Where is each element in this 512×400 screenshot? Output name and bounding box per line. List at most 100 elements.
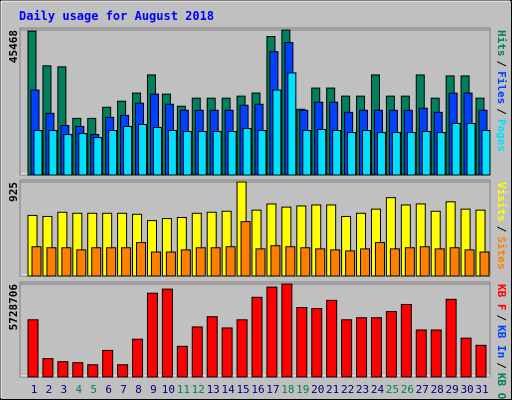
bar xyxy=(240,221,251,277)
bar xyxy=(136,242,147,277)
bar xyxy=(93,137,103,176)
y-tick-label: 5728706 xyxy=(7,284,20,331)
x-tick-label: 18 xyxy=(281,383,294,396)
x-tick-label: 26 xyxy=(401,383,414,396)
bar xyxy=(210,247,221,277)
x-tick-label: 24 xyxy=(371,383,385,396)
bar xyxy=(266,286,278,378)
legend-entry: KB In xyxy=(495,325,508,358)
x-tick-label: 30 xyxy=(460,383,473,396)
chart-title: Daily usage for August 2018 xyxy=(19,9,214,23)
bar xyxy=(150,251,161,277)
bar xyxy=(287,72,297,176)
bar xyxy=(91,247,102,277)
bar xyxy=(285,246,296,277)
bar xyxy=(255,248,266,277)
bar xyxy=(27,319,39,378)
legend-entry: Files xyxy=(495,71,508,104)
bar xyxy=(46,247,57,277)
legend-separator: / xyxy=(495,108,508,115)
x-tick-label: 17 xyxy=(266,383,279,396)
legend-entry: Sites xyxy=(495,236,508,269)
bar xyxy=(347,132,357,176)
x-tick-label: 7 xyxy=(120,383,127,396)
bar xyxy=(42,358,54,378)
x-tick-label: 27 xyxy=(416,383,429,396)
legend-entry: Hits xyxy=(495,30,508,57)
bar xyxy=(430,329,442,378)
bar xyxy=(479,251,490,277)
bar xyxy=(374,242,385,277)
bar xyxy=(212,131,222,176)
bar xyxy=(146,292,158,378)
x-tick-label: 4 xyxy=(75,383,82,396)
bar xyxy=(167,130,177,176)
legend-separator: / xyxy=(495,61,508,68)
bar xyxy=(138,123,148,176)
bar xyxy=(300,247,311,277)
bar xyxy=(108,130,118,176)
bar xyxy=(419,246,430,277)
bar xyxy=(421,131,431,176)
x-tick-label: 2 xyxy=(46,383,53,396)
x-tick-label: 23 xyxy=(356,383,369,396)
y-tick-label: 45468 xyxy=(7,30,20,63)
bar xyxy=(296,307,308,378)
y-tick-label: 925 xyxy=(7,182,20,202)
bar xyxy=(406,132,416,176)
x-tick-label: 6 xyxy=(105,383,112,396)
x-tick-label: 16 xyxy=(251,383,264,396)
bar xyxy=(302,130,312,176)
bar xyxy=(400,303,412,378)
legend: Visits / Sites xyxy=(495,182,508,270)
legend-separator: / xyxy=(495,226,508,233)
bar xyxy=(33,130,43,176)
bar xyxy=(317,128,327,176)
bar xyxy=(251,296,263,378)
bar xyxy=(87,364,99,378)
bar xyxy=(31,246,42,277)
bar xyxy=(106,247,117,277)
bar xyxy=(391,132,401,176)
bar xyxy=(466,122,476,176)
bar xyxy=(315,248,326,277)
x-tick-label: 28 xyxy=(431,383,444,396)
x-tick-label: 10 xyxy=(162,383,175,396)
bar xyxy=(242,128,252,176)
bar xyxy=(165,251,176,277)
x-tick-label: 29 xyxy=(446,383,459,396)
legend-entry: KB Out xyxy=(495,373,508,400)
bar xyxy=(341,319,353,378)
bar xyxy=(236,319,248,378)
x-tick-label: 12 xyxy=(192,383,205,396)
bar xyxy=(345,250,356,277)
bar xyxy=(281,283,293,378)
bar xyxy=(78,133,88,176)
x-tick-label: 13 xyxy=(207,383,220,396)
bar xyxy=(332,130,342,176)
bar xyxy=(180,249,191,277)
legend: Hits / Files / Pages xyxy=(495,30,508,152)
bar xyxy=(257,130,267,176)
bar xyxy=(404,247,415,277)
bar xyxy=(311,308,323,378)
bar xyxy=(76,249,87,277)
bar xyxy=(63,134,73,176)
x-tick-label: 25 xyxy=(386,383,399,396)
bar xyxy=(227,131,237,176)
bar xyxy=(389,248,400,277)
bar xyxy=(451,122,461,176)
x-tick-label: 19 xyxy=(296,383,309,396)
bar xyxy=(48,130,58,176)
x-tick-label: 22 xyxy=(341,383,354,396)
bar xyxy=(161,288,173,378)
x-tick-label: 21 xyxy=(326,383,339,396)
bar xyxy=(225,246,236,277)
bar xyxy=(385,311,397,378)
x-tick-label: 9 xyxy=(150,383,157,396)
bar xyxy=(330,249,341,277)
x-tick-label: 3 xyxy=(61,383,68,396)
bar xyxy=(191,326,203,378)
bar xyxy=(449,247,460,277)
